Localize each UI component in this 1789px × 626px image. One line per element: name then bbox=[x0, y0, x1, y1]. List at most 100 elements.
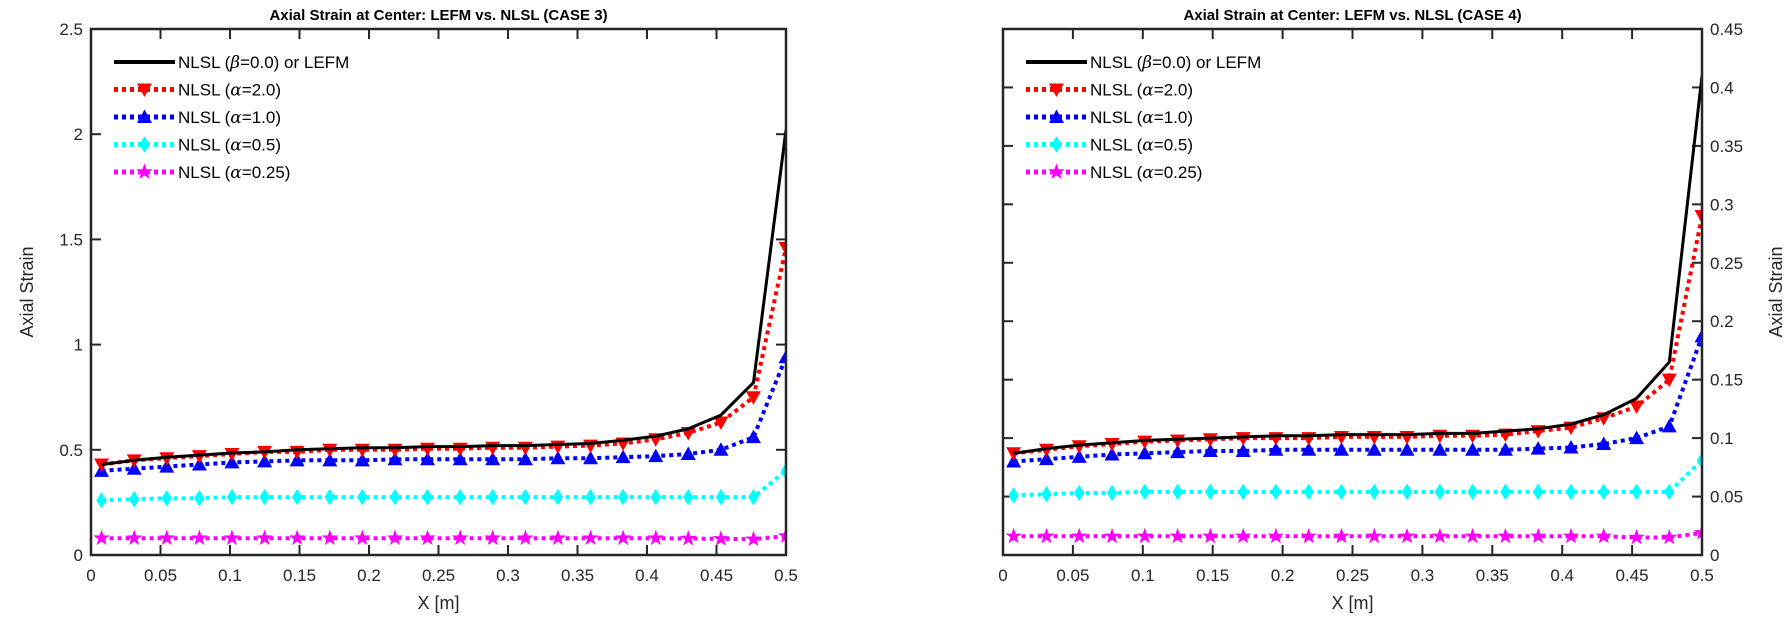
data-point bbox=[354, 452, 370, 467]
data-point bbox=[1596, 436, 1612, 450]
data-point bbox=[1073, 484, 1085, 502]
x-tick-label: 0.2 bbox=[357, 566, 381, 585]
data-point bbox=[549, 529, 567, 546]
data-point bbox=[780, 462, 786, 480]
data-point bbox=[585, 488, 596, 506]
legend-item: NLSL (α=1.0) bbox=[114, 108, 281, 128]
data-point bbox=[1628, 528, 1645, 545]
data-point bbox=[1170, 444, 1186, 459]
legend-item: NLSL (α=0.25) bbox=[114, 163, 290, 183]
data-point bbox=[1104, 446, 1120, 461]
legend: NLSL (β=0.0) or LEFM NLSL (α=2.0) NLSL (α=… bbox=[1026, 53, 1261, 183]
data-point bbox=[647, 529, 664, 546]
data-point bbox=[1336, 483, 1347, 501]
data-point bbox=[256, 529, 273, 546]
x-tick-label: 0.5 bbox=[1690, 566, 1714, 585]
legend-item: NLSL (α=0.5) bbox=[114, 136, 281, 156]
data-point bbox=[1434, 483, 1446, 501]
data-point bbox=[1106, 484, 1118, 502]
axes-box bbox=[89, 27, 788, 557]
legend-label-symbol: α bbox=[1142, 136, 1154, 156]
data-point bbox=[1532, 483, 1544, 501]
x-tick-label: 0.25 bbox=[1336, 566, 1369, 585]
legend-marker bbox=[1049, 109, 1064, 123]
legend-label-symbol: α bbox=[1142, 81, 1154, 101]
data-point bbox=[257, 453, 273, 468]
data-point bbox=[1465, 442, 1481, 456]
legend-label-symbol: α bbox=[230, 136, 242, 156]
data-point bbox=[715, 488, 727, 506]
data-point bbox=[1205, 483, 1216, 501]
legend-marker bbox=[1051, 136, 1062, 153]
legend-label-prefix: NLSL ( bbox=[178, 163, 231, 182]
data-point bbox=[1202, 527, 1219, 544]
data-point bbox=[748, 488, 759, 506]
legend-label-suffix: =0.25) bbox=[1154, 163, 1203, 182]
legend-label-suffix: =0.5) bbox=[1154, 136, 1193, 155]
data-point bbox=[159, 459, 175, 473]
data-point bbox=[1303, 483, 1314, 501]
legend-label-suffix: =0.25) bbox=[242, 163, 291, 182]
legend-item: NLSL (α=2.0) bbox=[1026, 81, 1193, 101]
data-point bbox=[617, 488, 629, 506]
series-line bbox=[1013, 458, 1702, 498]
series-line bbox=[101, 247, 786, 467]
data-point bbox=[520, 488, 531, 506]
series-3 bbox=[94, 349, 786, 477]
x-tick-label: 0.3 bbox=[496, 566, 520, 585]
series-line bbox=[101, 356, 786, 473]
x-tick-label: 0.1 bbox=[1131, 566, 1155, 585]
data-point bbox=[1565, 483, 1577, 501]
series-line bbox=[1013, 530, 1702, 540]
data-point bbox=[1139, 483, 1151, 501]
data-point bbox=[1169, 527, 1186, 544]
data-point bbox=[713, 442, 729, 456]
data-point bbox=[452, 529, 469, 546]
data-point bbox=[680, 446, 696, 461]
data-point bbox=[1267, 527, 1285, 544]
series-line bbox=[1013, 335, 1702, 464]
legend-label: NLSL (α=0.25) bbox=[1090, 163, 1202, 183]
y-tick-label: 0.5 bbox=[59, 441, 83, 460]
legend-label-prefix: NLSL ( bbox=[178, 81, 231, 100]
x-tick-label: 0 bbox=[86, 566, 95, 585]
data-point bbox=[289, 452, 305, 467]
data-point bbox=[291, 488, 303, 506]
data-point bbox=[680, 530, 697, 546]
data-point bbox=[386, 529, 404, 546]
legend-item: NLSL (β=0.0) or LEFM bbox=[1026, 53, 1261, 73]
legend-label-symbol: β bbox=[1141, 53, 1152, 73]
legend-label-suffix: =2.0) bbox=[242, 81, 281, 100]
data-point bbox=[324, 488, 336, 506]
data-point bbox=[1497, 527, 1514, 544]
y-tick-label: 0 bbox=[74, 546, 83, 565]
data-point bbox=[94, 458, 110, 473]
data-point bbox=[191, 529, 208, 546]
data-point bbox=[288, 529, 306, 546]
data-point bbox=[745, 530, 762, 547]
x-tick-label: 0.45 bbox=[1616, 566, 1649, 585]
chart-1: Axial Strain at Center: LEFM vs. NLSL (C… bbox=[17, 7, 798, 613]
data-point bbox=[354, 529, 371, 546]
y-tick-label: 0 bbox=[1710, 546, 1719, 565]
data-point bbox=[517, 529, 534, 546]
data-point bbox=[648, 448, 664, 463]
legend-label: NLSL (α=2.0) bbox=[1090, 81, 1193, 101]
data-point bbox=[1693, 524, 1702, 540]
legend-label-suffix: =0.0) or LEFM bbox=[240, 53, 349, 72]
y-tick-label: 1.5 bbox=[59, 230, 83, 249]
data-point bbox=[484, 529, 501, 546]
legend-label: NLSL (α=0.5) bbox=[178, 136, 281, 156]
x-tick-label: 0.2 bbox=[1271, 566, 1295, 585]
data-point bbox=[1661, 528, 1678, 545]
data-point bbox=[1694, 328, 1702, 343]
data-point bbox=[1530, 441, 1546, 455]
chart-title: Axial Strain at Center: LEFM vs. NLSL (C… bbox=[269, 7, 607, 24]
data-point bbox=[778, 349, 786, 364]
data-point bbox=[226, 488, 238, 506]
data-point bbox=[1300, 527, 1317, 544]
x-tick-label: 0.4 bbox=[635, 566, 659, 585]
legend-marker bbox=[1049, 83, 1064, 97]
data-point bbox=[1696, 452, 1702, 469]
